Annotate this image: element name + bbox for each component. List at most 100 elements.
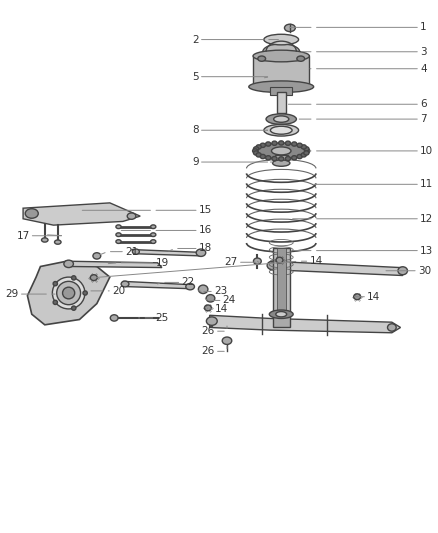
Ellipse shape — [266, 114, 297, 124]
Ellipse shape — [286, 157, 290, 161]
Ellipse shape — [270, 126, 292, 134]
Ellipse shape — [398, 266, 407, 274]
Ellipse shape — [263, 44, 300, 60]
Ellipse shape — [260, 155, 265, 159]
Ellipse shape — [71, 276, 76, 280]
Ellipse shape — [279, 141, 284, 145]
Ellipse shape — [151, 240, 156, 244]
Text: 21: 21 — [125, 247, 138, 257]
Ellipse shape — [63, 287, 75, 299]
Ellipse shape — [305, 149, 310, 153]
Text: 5: 5 — [192, 71, 199, 82]
Ellipse shape — [264, 34, 299, 45]
Text: 12: 12 — [420, 214, 433, 224]
Text: 11: 11 — [420, 179, 433, 189]
Ellipse shape — [53, 277, 85, 309]
Text: 20: 20 — [112, 286, 125, 296]
Ellipse shape — [286, 141, 290, 146]
Ellipse shape — [127, 213, 136, 219]
Text: 23: 23 — [214, 286, 227, 296]
Text: 14: 14 — [215, 304, 228, 314]
Text: 17: 17 — [16, 231, 30, 241]
Text: 1: 1 — [420, 22, 427, 33]
Ellipse shape — [186, 284, 194, 290]
Ellipse shape — [206, 295, 215, 302]
Ellipse shape — [272, 157, 277, 161]
Text: 8: 8 — [192, 125, 199, 135]
Ellipse shape — [301, 145, 306, 149]
Bar — [277, 92, 286, 113]
Text: 27: 27 — [225, 257, 238, 267]
Ellipse shape — [304, 151, 309, 155]
Polygon shape — [131, 249, 201, 256]
Ellipse shape — [110, 315, 118, 321]
Ellipse shape — [151, 225, 156, 229]
Text: 18: 18 — [199, 244, 212, 254]
Ellipse shape — [265, 156, 271, 160]
Text: 25: 25 — [155, 313, 169, 323]
Ellipse shape — [276, 312, 286, 317]
Text: 16: 16 — [199, 225, 212, 236]
Ellipse shape — [272, 141, 277, 146]
Ellipse shape — [297, 56, 305, 61]
Text: 22: 22 — [181, 277, 194, 287]
Text: 7: 7 — [420, 114, 427, 124]
Ellipse shape — [258, 56, 265, 61]
Text: 4: 4 — [420, 64, 427, 74]
Ellipse shape — [274, 116, 289, 122]
Text: 19: 19 — [155, 258, 169, 268]
Bar — [272, 314, 290, 327]
Ellipse shape — [255, 143, 307, 159]
Ellipse shape — [42, 238, 48, 242]
Ellipse shape — [353, 294, 360, 300]
Ellipse shape — [57, 281, 81, 305]
Ellipse shape — [284, 24, 295, 31]
Ellipse shape — [249, 81, 314, 93]
Ellipse shape — [116, 225, 121, 229]
Ellipse shape — [83, 291, 87, 295]
Text: 29: 29 — [6, 289, 19, 299]
Ellipse shape — [292, 142, 297, 146]
Ellipse shape — [90, 274, 97, 280]
Ellipse shape — [254, 151, 259, 155]
Ellipse shape — [272, 147, 291, 155]
Text: 2: 2 — [192, 35, 199, 45]
Polygon shape — [28, 261, 110, 325]
Ellipse shape — [254, 258, 261, 264]
Ellipse shape — [116, 233, 121, 237]
Ellipse shape — [253, 149, 258, 153]
Ellipse shape — [297, 143, 302, 148]
Text: 14: 14 — [309, 256, 323, 266]
Ellipse shape — [292, 156, 297, 160]
Bar — [253, 56, 309, 87]
Bar — [272, 248, 290, 314]
Ellipse shape — [93, 253, 101, 259]
Polygon shape — [67, 261, 162, 268]
Ellipse shape — [132, 249, 139, 254]
Ellipse shape — [151, 233, 156, 237]
Ellipse shape — [269, 310, 293, 318]
Ellipse shape — [253, 50, 309, 62]
Ellipse shape — [206, 317, 217, 325]
Ellipse shape — [121, 281, 129, 287]
Text: 10: 10 — [420, 146, 433, 156]
Ellipse shape — [55, 240, 61, 244]
Bar — [275, 155, 288, 163]
Text: 15: 15 — [199, 205, 212, 215]
Ellipse shape — [267, 261, 278, 270]
Ellipse shape — [198, 285, 208, 294]
Ellipse shape — [254, 147, 259, 151]
Ellipse shape — [256, 153, 261, 157]
Ellipse shape — [276, 257, 283, 263]
Text: 6: 6 — [420, 99, 427, 109]
Ellipse shape — [279, 157, 284, 161]
Ellipse shape — [71, 306, 76, 310]
Ellipse shape — [64, 260, 74, 268]
Text: 26: 26 — [201, 326, 215, 336]
Ellipse shape — [205, 305, 212, 311]
Ellipse shape — [196, 249, 206, 256]
Bar — [277, 248, 286, 314]
Ellipse shape — [256, 145, 261, 149]
Ellipse shape — [301, 153, 306, 157]
Bar — [270, 87, 292, 95]
